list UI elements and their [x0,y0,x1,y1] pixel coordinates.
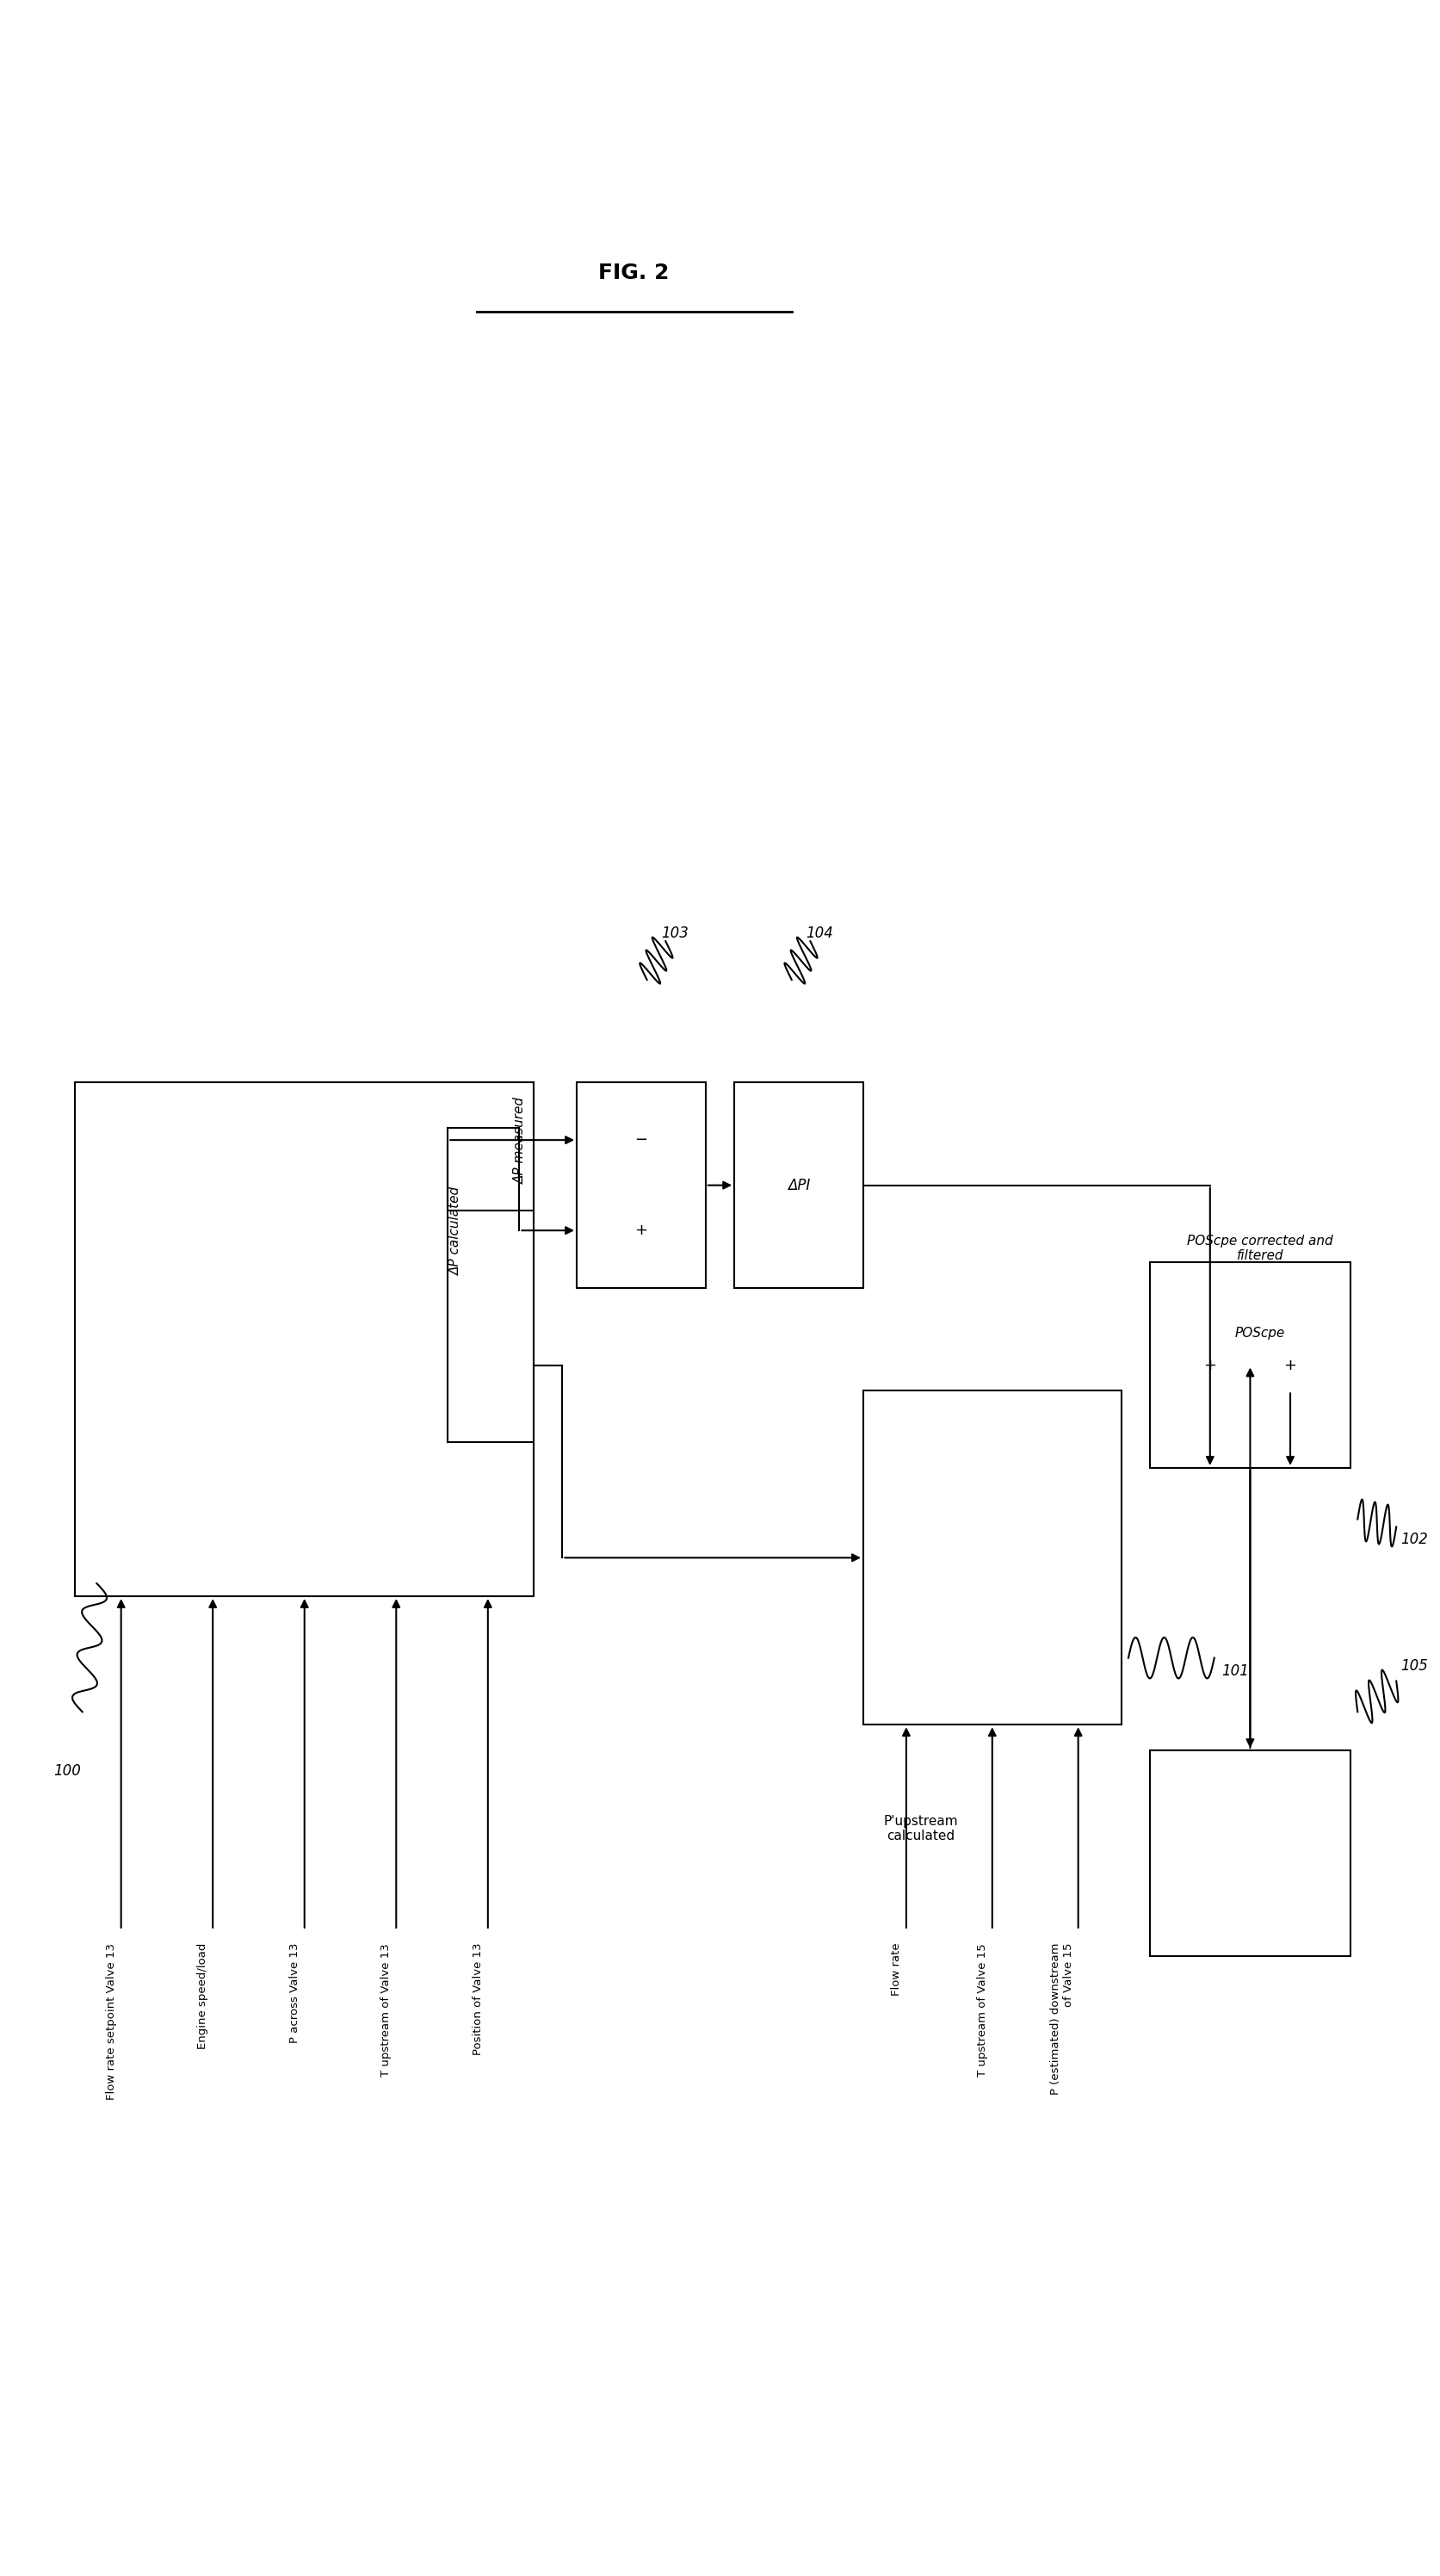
Text: 101: 101 [1221,1664,1248,1680]
FancyBboxPatch shape [864,1391,1122,1726]
Text: P (estimated) downstream
of Valve 15: P (estimated) downstream of Valve 15 [1050,1942,1074,2094]
Text: Engine speed/load: Engine speed/load [197,1942,209,2050]
Text: +: + [1284,1358,1297,1373]
Text: 100: 100 [53,1762,81,1780]
Text: 102: 102 [1401,1533,1428,1548]
Text: POScpe: POScpe [1236,1327,1286,1340]
Text: +: + [635,1224,648,1239]
FancyBboxPatch shape [576,1082,706,1288]
Text: ΔPI: ΔPI [788,1177,811,1193]
Text: Position of Valve 13: Position of Valve 13 [472,1942,484,2056]
FancyBboxPatch shape [734,1082,864,1288]
Text: T upstream of Valve 13: T upstream of Valve 13 [380,1942,392,2076]
Text: 103: 103 [661,925,688,940]
Text: 105: 105 [1401,1659,1428,1674]
Text: Flow rate setpoint Valve 13: Flow rate setpoint Valve 13 [105,1942,117,2099]
Text: P'upstream
calculated: P'upstream calculated [883,1814,958,1842]
Text: +: + [1204,1358,1217,1373]
Text: POScpe corrected and
filtered: POScpe corrected and filtered [1187,1234,1333,1262]
Text: 104: 104 [806,925,834,940]
FancyBboxPatch shape [1151,1749,1351,1955]
Text: P across Valve 13: P across Valve 13 [289,1942,300,2043]
Text: −: − [635,1133,648,1149]
Text: T upstream of Valve 15: T upstream of Valve 15 [976,1942,988,2076]
Text: Flow rate: Flow rate [891,1942,901,1996]
Text: FIG. 2: FIG. 2 [599,263,670,283]
FancyBboxPatch shape [1151,1262,1351,1468]
Text: ΔP measured: ΔP measured [514,1097,527,1182]
FancyBboxPatch shape [75,1082,534,1597]
Text: ΔP calculated: ΔP calculated [449,1185,462,1275]
